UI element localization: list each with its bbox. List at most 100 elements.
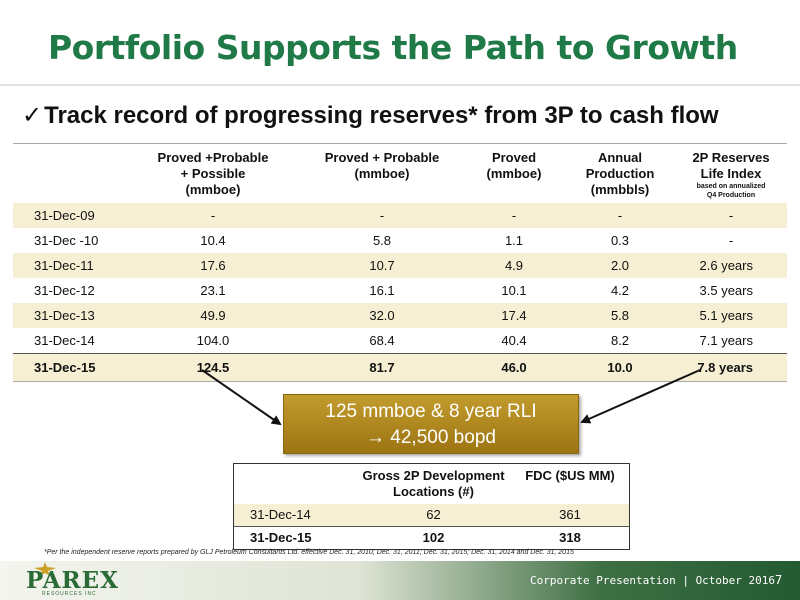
- page-number: 7: [775, 573, 783, 587]
- logo-subtext: RESOURCES INC: [42, 591, 97, 597]
- header-date: [13, 144, 125, 204]
- row-3p: 104.0: [196, 333, 230, 348]
- row-rli: -: [675, 203, 787, 228]
- row-2p: 81.7: [301, 353, 463, 382]
- header-3p-line3: (mmboe): [185, 182, 241, 197]
- highlight-callout: 125 mmboe & 8 year RLI → 42,500 bopd: [283, 394, 579, 454]
- row-3p: 124.5: [125, 353, 301, 382]
- table-row-total: 31-Dec-15 124.5 81.7 46.0 10.0 7.8 years: [13, 353, 787, 382]
- row-production: 4.2: [610, 283, 630, 298]
- row-date: 31-Dec-15: [13, 353, 125, 382]
- table-row: 31-Dec-12 23.1 16.1 10.1 4.2 3.5 years: [13, 278, 787, 303]
- company-logo: PAREX RESOURCES INC: [14, 562, 124, 599]
- row-3p: 49.9: [125, 303, 301, 328]
- header-rli-note2: Q4 Production: [706, 192, 756, 199]
- dev-header-locations: Gross 2P Development Locations (#): [356, 464, 511, 504]
- footer-band: [0, 561, 800, 600]
- row-proved: 10.1: [501, 283, 527, 298]
- header-3p: Proved +Probable + Possible (mmboe): [125, 144, 301, 204]
- header-production-line3: (mmbbls): [590, 182, 650, 197]
- dev-header-date: [234, 464, 357, 504]
- highlight-line1: 125 mmboe & 8 year RLI: [325, 401, 537, 422]
- row-proved: 17.4: [463, 303, 565, 328]
- checkmark-icon: ✓: [22, 102, 43, 129]
- table-row-total: 31-Dec-15 102 318: [233, 525, 630, 549]
- row-2p: 5.8: [372, 233, 392, 248]
- header-rli-line2: Life Index: [700, 166, 762, 181]
- row-rli: 3.5 years: [699, 283, 753, 298]
- row-production: -: [565, 203, 675, 228]
- header-production-line1: Annual: [597, 150, 643, 165]
- row-2p: 68.4: [369, 333, 395, 348]
- header-rli-line1: 2P Reserves: [692, 150, 770, 165]
- row-2p: 32.0: [301, 303, 463, 328]
- row-2p: 16.1: [369, 283, 395, 298]
- row-production: 8.2: [610, 333, 630, 348]
- row-production: 2.0: [565, 253, 675, 278]
- development-header-row: Gross 2P Development Locations (#) FDC (…: [234, 464, 630, 504]
- row-production: 0.3: [610, 233, 630, 248]
- row-date: 31-Dec -10: [34, 233, 99, 248]
- reserves-table: Proved +Probable + Possible (mmboe) Prov…: [13, 143, 787, 382]
- header-2p-line1: Proved + Probable: [324, 150, 440, 165]
- dev-header-locations-line1: Gross 2P Development: [362, 468, 505, 483]
- header-production-line2: Production: [585, 166, 655, 181]
- dev-row-locations: 102: [356, 525, 511, 549]
- reserves-header-row: Proved +Probable + Possible (mmboe) Prov…: [13, 144, 787, 204]
- header-proved-line1: Proved: [491, 150, 537, 165]
- row-date: 31-Dec-11: [13, 253, 125, 278]
- row-production: 10.0: [565, 353, 675, 382]
- subtitle-text: Track record of progressing reserves* fr…: [44, 102, 719, 129]
- header-3p-line2: + Possible: [180, 166, 246, 181]
- dev-row-date: 31-Dec-15: [233, 525, 356, 549]
- row-rli: -: [728, 233, 734, 248]
- logo-wordmark: PAREX: [26, 567, 119, 594]
- row-rli: 5.1 years: [675, 303, 787, 328]
- dev-row-date: 31-Dec-14: [233, 503, 356, 526]
- header-3p-line1: Proved +Probable: [157, 150, 269, 165]
- highlight-line2: → 42,500 bopd: [366, 427, 496, 448]
- row-2p: -: [301, 203, 463, 228]
- development-table: Gross 2P Development Locations (#) FDC (…: [233, 463, 630, 550]
- row-rli: 7.8 years: [675, 353, 787, 382]
- presentation-label: Corporate Presentation | October 2016: [530, 574, 776, 587]
- subtitle: ✓Track record of progressing reserves* f…: [22, 101, 719, 130]
- dev-header-locations-line2: Locations (#): [393, 484, 474, 499]
- row-date: 31-Dec-09: [13, 203, 125, 228]
- header-2p: Proved + Probable (mmboe): [301, 144, 463, 204]
- slide-title: Portfolio Supports the Path to Growth: [48, 28, 738, 67]
- row-2p: 10.7: [301, 253, 463, 278]
- row-production: 5.8: [565, 303, 675, 328]
- footnote: *Per the independent reserve reports pre…: [44, 549, 574, 556]
- dev-row-fdc: 361: [511, 503, 630, 526]
- row-date: 31-Dec-12: [34, 283, 95, 298]
- table-row: 31-Dec-11 17.6 10.7 4.9 2.0 2.6 years: [13, 253, 787, 278]
- row-proved: 46.0: [463, 353, 565, 382]
- row-3p: 10.4: [200, 233, 226, 248]
- row-proved: 4.9: [463, 253, 565, 278]
- header-proved-line2: (mmboe): [486, 166, 542, 181]
- row-proved: 1.1: [504, 233, 524, 248]
- title-divider: [0, 84, 800, 86]
- header-proved: Proved (mmboe): [463, 144, 565, 204]
- table-row: 31-Dec -10 10.4 5.8 1.1 0.3 -: [13, 228, 787, 253]
- table-row: 31-Dec-13 49.9 32.0 17.4 5.8 5.1 years: [13, 303, 787, 328]
- dev-row-locations: 62: [356, 503, 511, 526]
- row-rli: 2.6 years: [675, 253, 787, 278]
- dev-row-fdc: 318: [511, 525, 630, 549]
- table-row: 31-Dec-09 - - - - -: [13, 203, 787, 228]
- header-rli-note1: based on annualized: [696, 183, 766, 190]
- row-proved: -: [463, 203, 565, 228]
- row-date: 31-Dec-14: [34, 333, 95, 348]
- row-3p: 23.1: [200, 283, 226, 298]
- dev-header-fdc: FDC ($US MM): [525, 468, 615, 483]
- row-proved: 40.4: [501, 333, 527, 348]
- header-rli: 2P Reserves Life Index based on annualiz…: [675, 144, 787, 204]
- row-date: 31-Dec-13: [13, 303, 125, 328]
- header-production: Annual Production (mmbbls): [565, 144, 675, 204]
- logo-star-icon: [34, 562, 56, 576]
- table-row: 31-Dec-14 104.0 68.4 40.4 8.2 7.1 years: [13, 328, 787, 354]
- row-3p: -: [125, 203, 301, 228]
- row-rli: 7.1 years: [699, 333, 753, 348]
- row-3p: 17.6: [125, 253, 301, 278]
